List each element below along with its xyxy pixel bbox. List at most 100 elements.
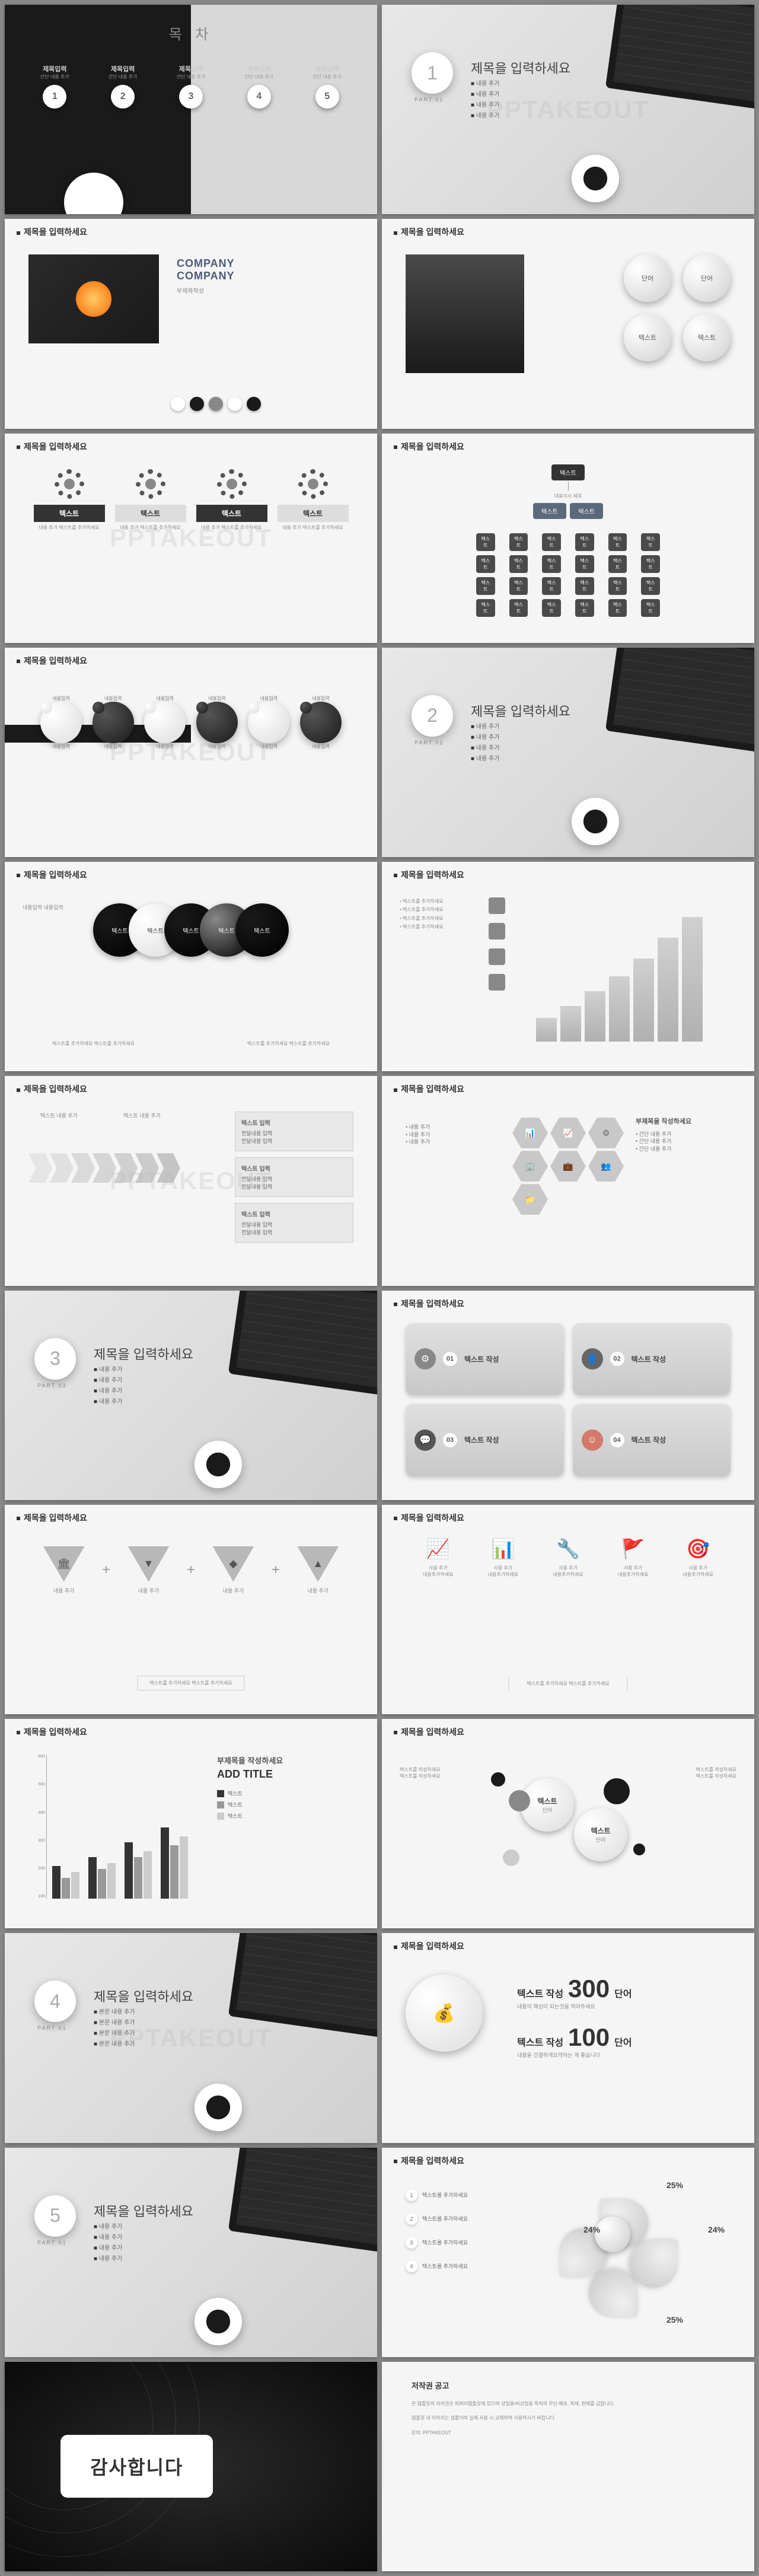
bar	[161, 1827, 169, 1899]
item-icon: 🚩	[607, 1537, 660, 1560]
legend: 텍스트텍스트텍스트	[217, 1789, 353, 1820]
right-text: 부제목을 작성하세요 • 간단 내용 추가• 간단 내용 추가• 간단 내용 추…	[636, 1117, 731, 1152]
toc-items: 제목입력간단 내용 추가1제목입력간단 내용 추가2제목입력간단 내용 추가3제…	[40, 64, 342, 113]
info-boxes: 텍스트 입력전달내용 입력 전달내용 입력텍스트 입력전달내용 입력 전달내용 …	[235, 1112, 353, 1243]
plus-icon: +	[102, 1562, 110, 1578]
pct-label: 24%	[583, 2225, 600, 2234]
panel-number: 04	[610, 1433, 624, 1447]
slide-title: 제목을 입력하세요	[394, 869, 464, 881]
growth-bar	[658, 938, 678, 1042]
org-leaf: 텍스트	[608, 555, 627, 573]
item-icon: 📈	[412, 1537, 465, 1560]
slide-dots-cluster: 제목을 입력하세요 텍스트를 작성하세요 텍스트를 작성하세요 텍스트단어 텍스…	[382, 1719, 754, 1928]
bullet: 내용 추가	[94, 2222, 122, 2233]
bar	[170, 1845, 178, 1899]
org-leaf: 텍스트	[608, 533, 627, 551]
info-box: 텍스트 입력전달내용 입력 전달내용 입력	[235, 1203, 353, 1243]
chevron	[114, 1153, 138, 1183]
stat-image: 💰	[406, 1975, 483, 2052]
bar-group	[88, 1857, 116, 1899]
laptop-decoration	[228, 2148, 377, 2254]
scatter-dot	[509, 1790, 530, 1811]
org-leaf: 텍스트	[542, 599, 561, 617]
list-item: • 간단 내용 추가	[636, 1145, 731, 1153]
tri-item: ▲내용 추가	[297, 1546, 339, 1594]
tri-item: 🏛내용 추가	[43, 1546, 85, 1594]
legend-item: 텍스트	[217, 1812, 353, 1820]
company-subtitle: 부제목작성	[177, 286, 235, 295]
toc-item: 제목입력간단 내용 추가1	[40, 64, 69, 113]
copyright-title: 저작권 공고	[412, 2380, 725, 2391]
toc-item: 제목입력간단 내용 추가3	[177, 64, 206, 113]
toc-item: 제목입력간단 내용 추가4	[245, 64, 274, 113]
bullet: 내용 추가	[471, 733, 499, 743]
bubble	[300, 702, 342, 743]
bullet: 본문 내용 추가	[94, 2018, 135, 2029]
slide-org-chart: 제목을 입력하세요 텍스트 대표이사 제목 텍스트 텍스트 텍스트텍스트텍스트텍…	[382, 434, 754, 643]
lock-icon	[489, 948, 505, 965]
slide-section-2: 2 PART 02 제목을 입력하세요 내용 추가내용 추가내용 추가내용 추가	[382, 648, 754, 857]
bullet: 내용 추가	[471, 90, 499, 100]
org-leaf: 텍스트	[509, 533, 528, 551]
scatter-dot	[491, 1772, 505, 1787]
item-icon: 🎯	[671, 1537, 725, 1560]
copyright-p2: 템플릿 내 이미지는 샘플이며 실제 사용 시 교체하여 사용하시기 바랍니다.	[412, 2414, 725, 2422]
icon-item: 📈사용 추가 내용추가하세요	[412, 1537, 465, 1578]
bottom-box: 텍스트를 추가하세요 텍스트를 추가하세요	[137, 1676, 244, 1690]
section-number: 2	[412, 695, 453, 737]
cluster-circle: 텍스트	[235, 903, 289, 957]
bullet: 내용 추가	[94, 2243, 122, 2254]
list-item: • 텍스트를 추가하세요	[400, 897, 444, 906]
slide-panels: 제목을 입력하세요 ⚙01텍스트 작성👤02텍스트 작성💬03텍스트 작성☺04…	[382, 1291, 754, 1500]
tri-item: ◆내용 추가	[212, 1546, 254, 1594]
slide-title: 제목을 입력하세요	[17, 1083, 87, 1095]
bar-group	[52, 1866, 79, 1899]
tick: 300	[28, 1839, 45, 1843]
doc-icon	[489, 974, 505, 991]
org-leaf: 텍스트	[542, 533, 561, 551]
chevron	[50, 1153, 74, 1183]
slide-title: 제목을 입력하세요	[17, 869, 87, 881]
section-part-label: PART 01	[37, 2240, 67, 2246]
panel-icon: 👤	[582, 1348, 603, 1370]
org-column: 텍스트텍스트텍스트텍스트	[607, 532, 629, 618]
section-number: 3	[34, 1338, 76, 1380]
chart-subtitle: 부제목을 작성하세요	[217, 1755, 353, 1766]
bullet: 내용 추가	[94, 1375, 122, 1386]
y-axis-ticks: 600500400300200100	[28, 1755, 45, 1899]
list-item: • 내용 추가	[406, 1131, 430, 1139]
copyright-p1: 본 템플릿의 저작권은 피피티템플릿에 있으며 상업용/비상업용 목적의 무단 …	[412, 2400, 725, 2408]
coffee-decoration	[64, 173, 123, 214]
slide-title: 제목을 입력하세요	[394, 226, 464, 238]
bullet: 내용 추가	[94, 1365, 122, 1375]
slide-grid: 목 차 제목입력간단 내용 추가1제목입력간단 내용 추가2제목입력간단 내용 …	[0, 0, 759, 2576]
section-title: 제목을 입력하세요	[94, 2201, 193, 2220]
slide-circle-cluster: 제목을 입력하세요 내용입력 내용입력 텍스트텍스트텍스트텍스트텍스트 텍스트를…	[5, 862, 377, 1071]
org-mid-label: 대표이사 제목	[475, 493, 661, 499]
bottom-caption: 텍스트를 추가하세요 텍스트를 추가하세요	[508, 1677, 627, 1690]
gear-item: 텍스트내용 추가 텍스트를 추가하세요	[196, 469, 267, 531]
tri-item: ▼내용 추가	[128, 1546, 170, 1594]
company-heading-2: COMPANY	[177, 270, 235, 282]
petal-center	[595, 2217, 630, 2252]
org-columns: 텍스트텍스트텍스트텍스트텍스트텍스트텍스트텍스트텍스트텍스트텍스트텍스트텍스트텍…	[475, 532, 661, 618]
legend-item: 텍스트	[217, 1789, 353, 1797]
sphere-grid: 단어단어텍스트텍스트	[624, 254, 731, 361]
section-number: 5	[34, 2195, 76, 2237]
section-bullets: 내용 추가내용 추가내용 추가내용 추가	[94, 2222, 122, 2265]
bar	[134, 1857, 142, 1899]
big-circle: 텍스트단어	[574, 1808, 627, 1861]
bar	[107, 1863, 116, 1899]
slide-title: 제목을 입력하세요	[394, 1726, 464, 1738]
triangle-icon: ▼	[128, 1546, 170, 1582]
petal-list-item: 2텍스트를 추가하세요	[406, 2213, 468, 2225]
gear-item: 텍스트내용 추가 텍스트를 추가하세요	[34, 469, 105, 531]
org-leaf: 텍스트	[641, 577, 660, 595]
slide-title: 제목을 입력하세요	[394, 2155, 464, 2167]
bar	[180, 1836, 188, 1899]
gear-icon	[55, 469, 84, 499]
coffee-cup-icon	[572, 155, 619, 202]
section-bullets: 내용 추가내용 추가내용 추가내용 추가	[471, 79, 499, 122]
slide-title: 제목을 입력하세요	[17, 441, 87, 453]
chevron	[71, 1153, 95, 1183]
